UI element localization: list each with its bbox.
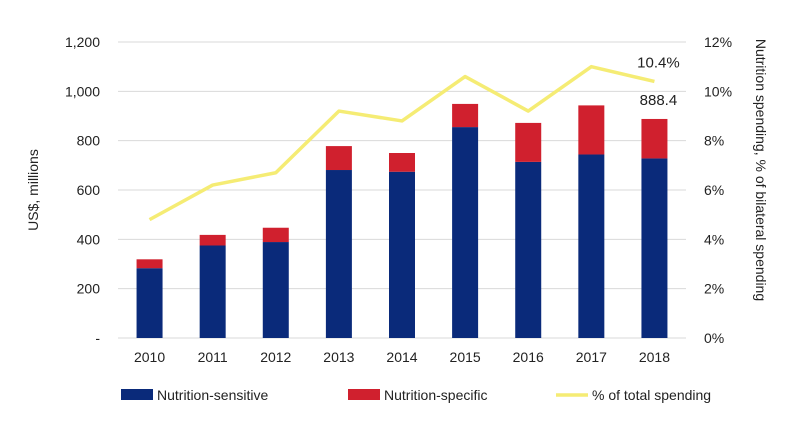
annotation-label: 888.4 <box>640 92 678 109</box>
legend-label: Nutrition-specific <box>384 387 487 403</box>
x-axis-ticks: 2010 2011 2012 2013 2014 2015 2016 2017 2018 <box>134 349 670 365</box>
percent-line <box>148 64 655 222</box>
bar-nutrition-specific <box>262 227 289 243</box>
y-tick-label: 200 <box>77 281 101 297</box>
bar-nutrition-specific <box>136 259 163 269</box>
y2-tick-label: 8% <box>704 133 724 149</box>
y2-tick-label: 10% <box>704 83 732 99</box>
y2-tick-label: 0% <box>704 330 724 346</box>
x-tick-label: 2013 <box>323 349 354 365</box>
bar-nutrition-specific <box>452 103 479 128</box>
y-tick-label: - <box>95 330 100 346</box>
y-tick-label: 800 <box>77 133 101 149</box>
y2-tick-label: 6% <box>704 182 724 198</box>
x-tick-label: 2010 <box>134 349 165 365</box>
bar-nutrition-specific <box>389 153 415 172</box>
bar-nutrition-sensitive <box>452 127 479 338</box>
percent-line-path <box>148 64 655 222</box>
bar-nutrition-specific <box>515 122 542 162</box>
annotation-label: 10.4% <box>637 54 680 71</box>
y2-tick-label: 4% <box>704 231 724 247</box>
bar-nutrition-specific <box>578 105 605 155</box>
bar-nutrition-sensitive <box>136 268 163 338</box>
bar-nutrition-specific <box>325 146 352 171</box>
x-tick-label: 2011 <box>198 349 228 365</box>
bar-nutrition-sensitive <box>641 158 668 338</box>
right-axis-ticks: 0% 2% 4% 6% 8% 10% 12% <box>704 34 732 346</box>
bar-nutrition-sensitive <box>515 161 542 338</box>
bar-nutrition-sensitive <box>578 154 605 338</box>
x-tick-label: 2016 <box>513 349 544 365</box>
left-axis-ticks: - 200 400 600 800 1,000 1,200 <box>65 34 100 346</box>
bars <box>136 103 668 338</box>
x-tick-label: 2018 <box>639 349 670 365</box>
legend-swatch <box>348 389 380 400</box>
x-tick-label: 2012 <box>260 349 291 365</box>
bar-nutrition-specific <box>199 234 226 246</box>
left-axis-title: US$, millions <box>25 149 41 231</box>
y-tick-label: 1,200 <box>65 34 100 50</box>
annotations: 10.4% 888.4 <box>637 54 680 108</box>
legend: Nutrition-sensitive Nutrition-specific % o… <box>121 387 711 403</box>
bar-nutrition-sensitive <box>325 170 352 338</box>
legend-swatch <box>121 389 153 400</box>
y-tick-label: 400 <box>77 231 101 247</box>
x-tick-label: 2017 <box>576 349 607 365</box>
bar-nutrition-sensitive <box>389 171 415 338</box>
y-tick-label: 600 <box>77 182 101 198</box>
bar-nutrition-sensitive <box>199 245 226 338</box>
y2-tick-label: 12% <box>704 34 732 50</box>
legend-label: % of total spending <box>592 387 711 403</box>
right-axis-title: Nutrition spending, % of bilateral spend… <box>753 39 769 301</box>
x-tick-label: 2015 <box>450 349 481 365</box>
y-tick-label: 1,000 <box>65 83 100 99</box>
x-tick-label: 2014 <box>386 349 417 365</box>
bar-nutrition-sensitive <box>262 242 289 338</box>
legend-label: Nutrition-sensitive <box>157 387 268 403</box>
y2-tick-label: 2% <box>704 281 724 297</box>
bar-nutrition-specific <box>641 118 668 159</box>
